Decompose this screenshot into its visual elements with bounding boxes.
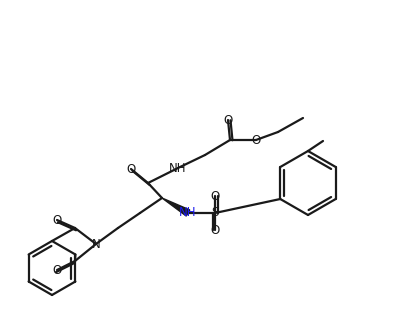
Text: O: O — [127, 163, 136, 175]
Text: O: O — [223, 114, 233, 127]
Text: O: O — [210, 189, 220, 202]
Text: O: O — [252, 134, 260, 147]
Text: NH: NH — [179, 206, 197, 219]
Text: N: N — [92, 237, 101, 250]
Text: S: S — [211, 206, 219, 219]
Text: NH: NH — [169, 162, 187, 174]
Text: O: O — [210, 223, 220, 236]
Polygon shape — [162, 198, 190, 216]
Text: O: O — [53, 213, 61, 226]
Text: O: O — [53, 264, 61, 277]
